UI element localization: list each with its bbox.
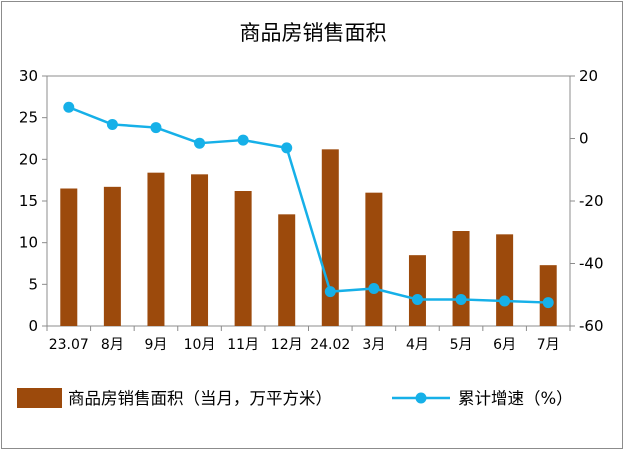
- bar: [60, 188, 78, 326]
- y-left-tick-label: 30: [19, 67, 38, 85]
- plot-area: 0 5 10 15 20 25 30 -60 -40 -20 0 20 23.07 8月 9月 10月 11月 1…: [19, 67, 604, 353]
- x-tick-label: 24.02: [310, 337, 350, 353]
- bar: [103, 186, 121, 326]
- bar: [539, 265, 557, 326]
- growth-point: [237, 134, 249, 146]
- x-tick-label: 12月: [271, 337, 303, 353]
- growth-point: [542, 297, 554, 309]
- bar: [321, 149, 339, 326]
- growth-point: [455, 293, 467, 305]
- growth-point: [411, 293, 423, 305]
- legend-bar-label: 商品房销售面积（当月，万平方米）: [68, 389, 332, 408]
- x-tick-label: 11月: [227, 337, 259, 353]
- x-tick-label: 7月: [537, 337, 560, 353]
- chart-title: 商品房销售面积: [240, 21, 387, 45]
- y-left-tick-label: 10: [19, 234, 38, 252]
- bar: [365, 192, 383, 326]
- y-left-tick-label: 5: [28, 275, 38, 293]
- x-tick-label: 4月: [406, 337, 429, 353]
- growth-point: [194, 137, 206, 149]
- bar: [496, 234, 514, 326]
- legend-bar-swatch: [17, 388, 62, 408]
- legend-line-marker: [415, 392, 427, 404]
- y-right-tick-label: 0: [579, 130, 589, 148]
- bar: [234, 191, 252, 326]
- x-tick-label: 3月: [362, 337, 385, 353]
- growth-point: [368, 283, 380, 294]
- x-tick-label: 23.07: [49, 337, 89, 353]
- growth-point: [63, 101, 75, 113]
- bar: [191, 174, 209, 326]
- legend: 商品房销售面积（当月，万平方米） 累计增速（%）: [17, 388, 573, 408]
- plot-border: [46, 75, 571, 327]
- growth-point: [150, 122, 162, 134]
- y-right-tick-label: 20: [579, 67, 598, 85]
- bar: [147, 172, 165, 326]
- growth-point: [499, 295, 511, 307]
- x-tick-label: 5月: [450, 337, 473, 353]
- y-left-tick-label: 25: [19, 109, 38, 127]
- y-right-tick-label: -60: [579, 317, 604, 335]
- x-tick-label: 8月: [101, 337, 124, 353]
- growth-point: [324, 286, 336, 298]
- x-tick-label: 6月: [493, 337, 516, 353]
- x-tick-label: 10月: [184, 337, 216, 353]
- growth-point: [106, 118, 118, 130]
- y-right-tick-label: -40: [579, 255, 604, 273]
- bar: [408, 255, 426, 326]
- y-left-tick-label: 15: [19, 192, 38, 210]
- bar: [278, 214, 296, 326]
- growth-line: [68, 106, 549, 304]
- bar: [452, 231, 470, 326]
- x-tick-label: 9月: [144, 337, 167, 353]
- y-left-tick-label: 0: [28, 317, 38, 335]
- y-right-tick-label: -20: [579, 192, 604, 210]
- legend-line-label: 累计增速（%）: [458, 389, 573, 408]
- y-left-tick-label: 20: [19, 150, 38, 168]
- growth-point: [281, 142, 293, 154]
